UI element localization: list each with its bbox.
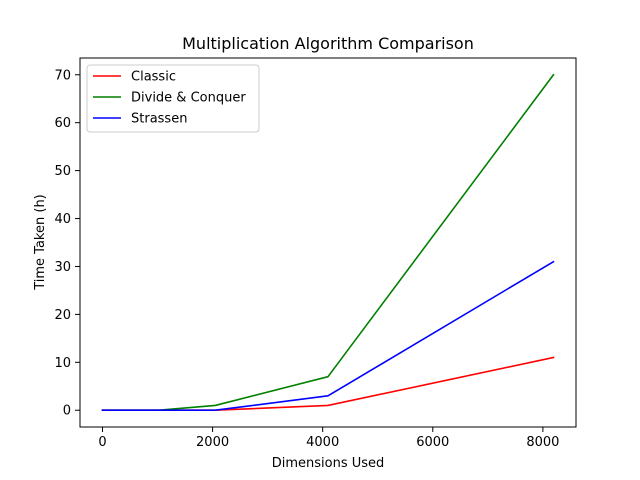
x-tick-label: 4000 (306, 435, 339, 450)
legend-label: Strassen (131, 112, 187, 127)
x-axis-ticks: 0 2000 4000 6000 8000 (98, 427, 559, 450)
x-tick-label: 6000 (416, 435, 449, 450)
plot-frame (79, 57, 577, 428)
y-tick-label: 70 (54, 68, 71, 83)
x-axis-label: Dimensions Used (272, 456, 385, 471)
legend-label: Classic (131, 70, 176, 85)
y-tick-label: 50 (54, 164, 71, 179)
y-tick-label: 40 (54, 212, 71, 227)
y-tick-label: 20 (54, 308, 71, 323)
y-tick-label: 0 (63, 404, 71, 419)
y-tick-label: 30 (54, 260, 71, 275)
y-axis-label: Time Taken (h) (33, 194, 48, 291)
y-axis-ticks: 0 10 20 30 40 50 60 70 (54, 68, 80, 419)
legend-box (86, 64, 260, 133)
series-line-strassen (101, 260, 555, 412)
x-tick-label: 2000 (196, 435, 229, 450)
x-tick-label: 0 (98, 435, 106, 450)
x-tick-label: 8000 (526, 435, 559, 450)
legend: Classic Divide & Conquer Strassen (86, 64, 260, 133)
y-tick-label: 10 (54, 356, 71, 371)
series-lines (101, 73, 555, 412)
chart-title: Multiplication Algorithm Comparison (182, 34, 474, 53)
y-tick-label: 60 (54, 116, 71, 131)
legend-label: Divide & Conquer (131, 91, 246, 106)
